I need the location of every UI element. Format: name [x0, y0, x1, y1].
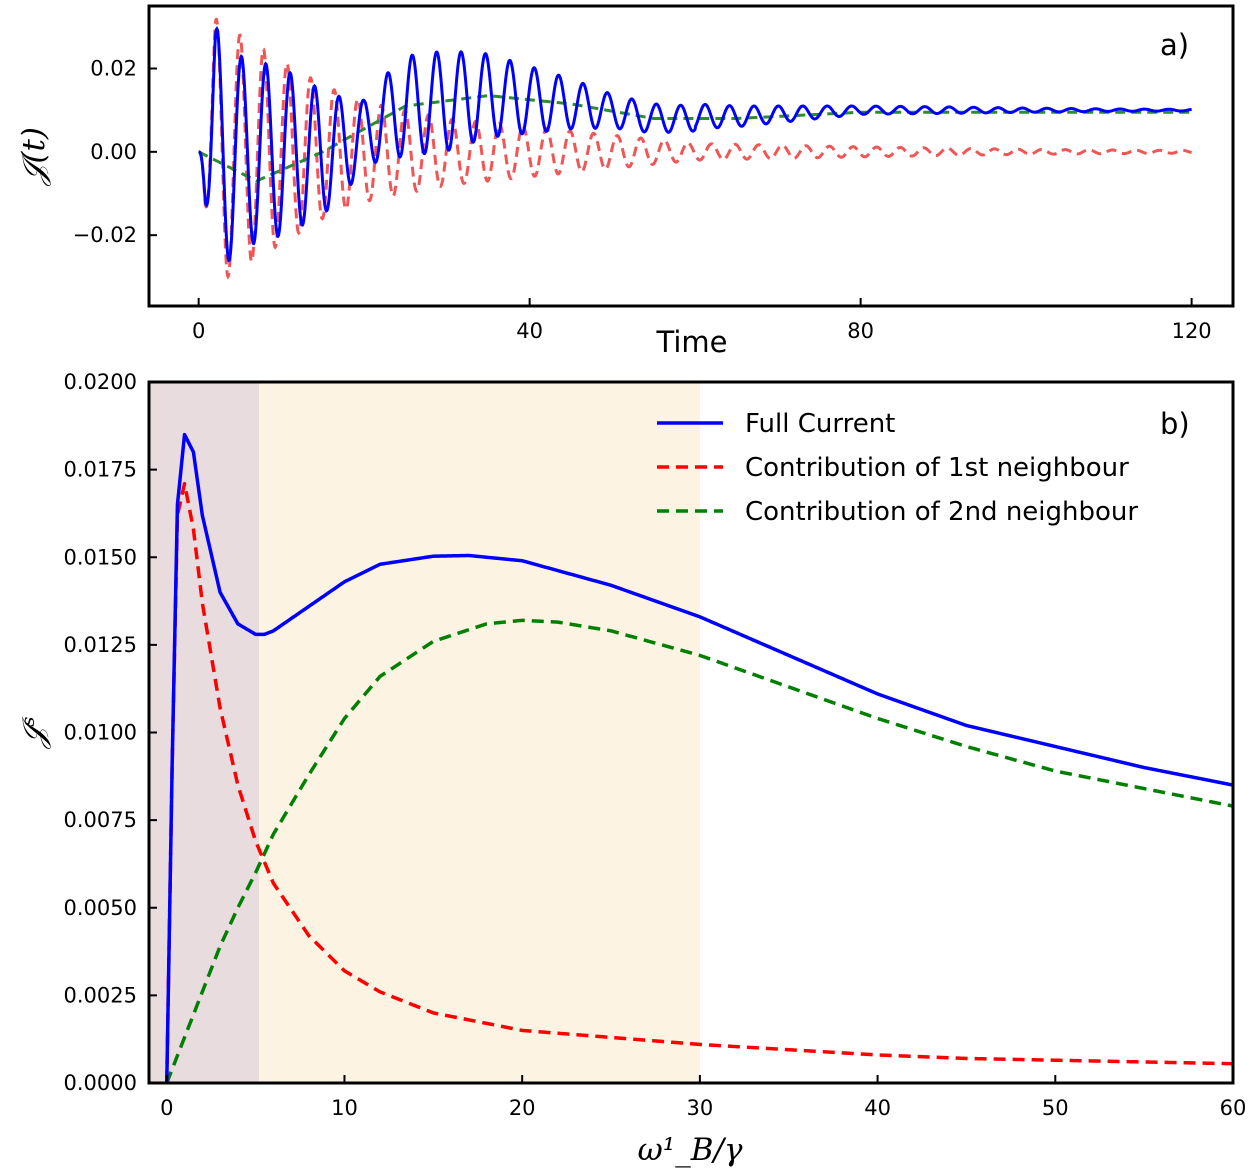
- panel-b-y-axis-title: 𝒥ˢ: [16, 716, 52, 750]
- panel-a-x-tick-label: 40: [516, 319, 543, 343]
- panel-b-series-group: [165, 432, 1234, 1084]
- series-line-b-full-current: [165, 432, 1234, 1084]
- series-line-b-1st-neighbour: [165, 481, 1234, 1084]
- panel-a-frame: [147, 4, 1235, 308]
- legend-label-2: Contribution of 1st neighbour: [745, 453, 1129, 483]
- panel-a-x-tick-label: 120: [1172, 319, 1212, 343]
- panel-b-steady-state: 0 10 20 30 40 50 60 0.0000 0.0025 0.0050 0.0075 0.0…: [16, 370, 1246, 1168]
- panel-a-y-axis-title: 𝒥(t): [16, 127, 52, 187]
- panel-b-x-tick-label: 30: [687, 1096, 714, 1120]
- panel-b-y-tick-label: 0.0200: [64, 370, 137, 394]
- panel-b-y-tick-label: 0.0050: [64, 896, 137, 920]
- panel-a-x-axis-title: Time: [656, 325, 728, 359]
- series-line-a-full-current: [198, 25, 1192, 263]
- panel-b-shaded-regions: [149, 382, 700, 1083]
- panel-b-y-tick-label: 0.0000: [64, 1071, 137, 1095]
- panel-b-y-tick-label: 0.0025: [64, 983, 137, 1007]
- panel-a-y-tick-label: −0.02: [73, 223, 137, 247]
- panel-a-x-tick-label: 0: [192, 319, 205, 343]
- panel-a-ticks: 0 40 80 120 −0.02 0.00 0.02: [73, 57, 1212, 344]
- panel-a-time-series: 0 40 80 120 −0.02 0.00 0.02 a) Time 𝒥(t): [16, 4, 1235, 359]
- panel-b-x-tick-label: 50: [1042, 1096, 1069, 1120]
- panel-b-y-tick-label: 0.0075: [64, 808, 137, 832]
- panel-a-x-tick-label: 80: [847, 319, 874, 343]
- panel-a-y-tick-label: 0.02: [90, 57, 137, 81]
- panel-b-y-tick-label: 0.0175: [64, 458, 137, 482]
- shaded-region-1: [149, 382, 260, 1083]
- panel-b-y-tick-label: 0.0150: [64, 545, 137, 569]
- panel-b-x-tick-label: 0: [160, 1096, 173, 1120]
- series-line-a-1st-neighbour: [198, 17, 1193, 280]
- shaded-region-2: [259, 382, 700, 1083]
- panel-b-label: b): [1160, 407, 1190, 441]
- panel-a-label: a): [1160, 28, 1189, 62]
- panel-b-x-tick-label: 10: [331, 1096, 358, 1120]
- panel-b-y-tick-label: 0.0125: [64, 633, 137, 657]
- panel-b-x-axis-title: ω¹_B/γ: [638, 1132, 743, 1168]
- panel-b-ticks: 0 10 20 30 40 50 60 0.0000 0.0025 0.0050 0.0075 0.0…: [64, 370, 1247, 1120]
- series-line-a-2nd-neighbour: [197, 94, 1192, 183]
- legend-label-3: Contribution of 2nd neighbour: [745, 497, 1138, 527]
- panel-b-legend: Full Current Contribution of 1st neighbou…: [657, 409, 1138, 527]
- panel-b-x-tick-label: 40: [864, 1096, 891, 1120]
- panel-b-x-tick-label: 20: [509, 1096, 536, 1120]
- panel-b-x-tick-label: 60: [1220, 1096, 1247, 1120]
- panel-a-y-tick-label: 0.00: [90, 140, 137, 164]
- panel-b-y-tick-label: 0.0100: [64, 721, 137, 745]
- legend-label-1: Full Current: [745, 409, 895, 439]
- series-line-b-2nd-neighbour: [165, 618, 1234, 1084]
- panel-a-series-group: [197, 17, 1193, 280]
